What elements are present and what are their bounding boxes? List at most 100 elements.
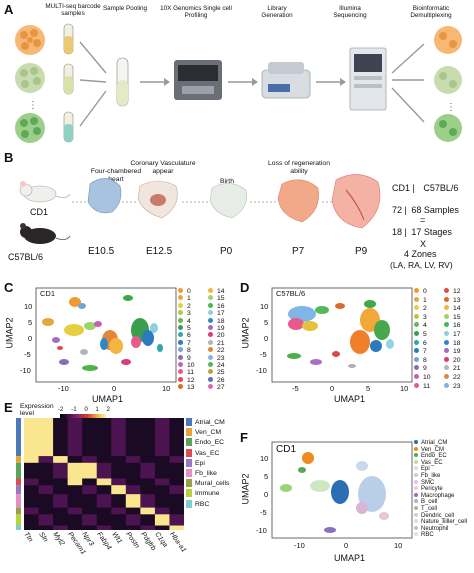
heatmap-cell [111,478,127,486]
legend-dot [444,382,449,388]
legend-entry: 12 [178,376,195,384]
celltype-legend-dot [414,486,418,491]
legend-dot [444,313,449,319]
summary-stages-right: 17 Stages [411,227,452,237]
summary-times: X [420,239,427,249]
heatmap-cell [24,485,40,495]
umap-c-legend: 0 1 2 3 4 5 6 7 8 9 10 11 12 13 14 15 16 17 18 19 20 21 22 23 2… [178,288,238,394]
legend-entry: 9 [178,354,191,362]
legend-entry: 11 [178,369,194,376]
celltype-legend-entry: Macrophage [414,492,454,499]
celltype-legend-label: Dendric_cell [421,512,455,519]
heatmap-cell [24,507,40,515]
celltype-legend-dot [414,525,418,530]
mouse-c57bl6-label: C57BL/6 [8,252,44,262]
legend-entry: 23 [444,382,461,390]
heatmap-cell [96,494,112,509]
legend-dot [208,325,213,330]
celltype-legend-entry: Endo_EC [414,453,447,459]
event-birth: Birth [220,178,234,185]
heatmap-cell [154,418,170,457]
legend-entry: 17 [208,310,225,317]
heatmap-cell [169,418,184,457]
legend-label: 2 [187,302,191,310]
group-legend-label: Vas_EC [195,449,220,457]
group-legend-entry: Vas_EC [186,448,220,457]
celltype-legend-entry: T_cell [414,506,437,512]
heatmap-cell [169,514,184,527]
legend-dot [178,295,183,301]
heatmap-cell [125,462,141,479]
heatmap-group-bar [16,418,21,457]
umap-c-ytick-m5: -5 [24,350,31,359]
heart-stages-diagram [19,174,381,244]
legend-entry: 2 [414,305,427,312]
umap-c-xlabel: UMAP1 [92,394,124,404]
legend-label: 2 [423,305,427,313]
heatmap-cell [53,418,69,457]
umap-c-ytick-m10: -10 [20,366,31,375]
event-coronary: Coronary Vasculature appear [130,160,196,175]
legend-entry: 4 [414,322,427,329]
group-legend-entry: Atrial_CM [186,418,225,426]
heatmap-cell [82,418,98,457]
celltype-legend-dot [414,440,418,444]
step-pooling-label: Sample Pooling [102,5,148,12]
heatmap-cell [154,514,170,527]
group-legend-swatch [186,428,192,437]
legend-label: 11 [187,369,195,377]
umap-c-xtick-10: 10 [162,384,171,393]
legend-label: 6 [423,339,427,347]
celltype-legend-label: Pericyte [421,486,443,493]
scale-tick-2: 2 [106,406,110,413]
group-legend-label: Epi [195,459,205,467]
celltype-legend-label: Neutrophil [421,525,449,532]
heatmap-cell [125,525,141,530]
legend-dot [444,339,449,345]
workflow-diagram: ⋮ [15,23,462,143]
legend-label: 3 [187,310,191,318]
stage-p7: P7 [292,246,305,257]
demux-cells-lightgreen [434,66,462,94]
stage-p0: P0 [220,246,233,257]
legend-entry: 12 [444,288,461,295]
group-legend-entry: Immune [186,489,220,498]
scale-tick-m1: -1 [71,406,77,413]
legend-entry: 7 [178,339,191,347]
legend-entry: 21 [208,339,225,347]
expression-scale-title: Expression level [20,403,54,417]
legend-label: 12 [187,376,195,384]
legend-dot [208,354,213,360]
heatmap-cell [82,456,98,464]
legend-dot [208,332,213,338]
celltype-legend-entry: Pericyte [414,486,443,492]
celltype-legend-dot [414,459,418,464]
umap-f-ytick-0: 0 [264,490,269,499]
legend-dot [444,331,449,336]
cell-cluster-lightgreen [15,63,45,93]
celltype-legend-label: Vas_EC [421,459,443,466]
legend-dot [208,317,213,323]
stage-e10-5: E10.5 [88,246,115,257]
heatmap-cell [140,456,156,464]
heatmap-cell [67,485,83,495]
umap-d-xtick-10: 10 [400,384,409,393]
group-legend-entry: Epi [186,458,205,467]
legend-entry: 26 [208,376,225,384]
summary-samples-left: 72 | [392,205,407,215]
scale-tick-0: 0 [84,406,88,413]
demux-cells-orange [434,26,462,54]
legend-entry: 17 [444,331,461,338]
umap-f-xtick-m10: -10 [294,541,305,550]
panel-d-label: D [240,280,250,295]
scale-tick-m2: -2 [58,406,64,413]
heatmap-cell [67,462,83,479]
legend-dot [178,369,183,375]
legend-label: 11 [423,382,431,390]
heatmap-cell [169,494,184,509]
barcode-tube-2 [63,63,74,95]
heatmap-cell [140,478,156,486]
illumina-sequencer [349,47,387,111]
celltype-legend-dot [414,499,418,504]
heatmap-cell [38,462,54,479]
